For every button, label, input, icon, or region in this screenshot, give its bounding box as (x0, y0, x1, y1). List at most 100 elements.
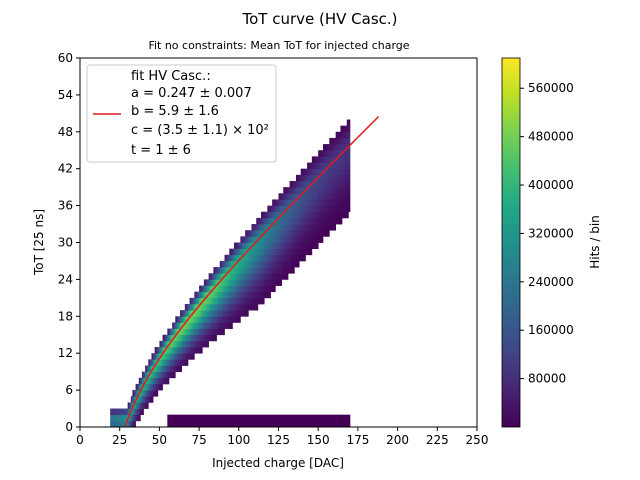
heatmap-cell (338, 217, 341, 225)
heatmap-cell (324, 211, 327, 219)
heatmap-cell (246, 230, 249, 237)
x-tick-label: 225 (426, 433, 449, 447)
heatmap-cell (246, 310, 249, 317)
heatmap-cell (234, 267, 236, 274)
heatmap-cell (224, 285, 227, 293)
heatmap-cell (294, 217, 297, 225)
heatmap-cell (183, 347, 186, 354)
heatmap-cell (265, 260, 268, 268)
heatmap-cell (165, 377, 168, 385)
heatmap-cell (157, 353, 160, 360)
heatmap-cell (330, 162, 333, 170)
heatmap-cell (195, 328, 198, 336)
heatmap-cell (307, 414, 310, 422)
heatmap-cell (322, 162, 325, 170)
heatmap-cell (248, 420, 251, 427)
heatmap-cell (340, 162, 343, 170)
heatmap-cell (319, 193, 322, 200)
heatmap-cell (218, 291, 221, 299)
heatmap-cell (294, 260, 297, 268)
heatmap-cell (127, 402, 130, 409)
heatmap-cell (200, 316, 203, 323)
heatmap-cell (289, 224, 292, 231)
heatmap-cell (273, 242, 276, 249)
heatmap-cell (329, 217, 332, 225)
heatmap-cell (238, 267, 241, 274)
heatmap-cell (222, 316, 225, 323)
heatmap-cell (249, 279, 252, 286)
heatmap-cell (207, 322, 209, 329)
heatmap-cell (265, 273, 268, 280)
heatmap-cell (284, 224, 287, 231)
heatmap-cell (272, 242, 275, 249)
heatmap-cell (162, 334, 165, 342)
heatmap-cell (303, 205, 306, 213)
heatmap-cell (148, 396, 151, 403)
heatmap-cell (187, 322, 190, 329)
chart-title: ToT curve (HV Casc.) (241, 10, 397, 28)
heatmap-cell (229, 316, 232, 323)
heatmap-cell (313, 217, 316, 225)
heatmap-cell (337, 205, 340, 213)
heatmap-cell (194, 334, 197, 342)
heatmap-cell (348, 119, 351, 126)
heatmap-cell (303, 211, 306, 219)
heatmap-cell (262, 267, 265, 274)
heatmap-cell (295, 224, 298, 231)
heatmap-cell (111, 414, 114, 422)
heatmap-cell (300, 205, 303, 213)
heatmap-cell (230, 304, 233, 311)
heatmap-cell (191, 322, 194, 329)
heatmap-cell (305, 168, 308, 176)
heatmap-cell (178, 322, 181, 329)
heatmap-cell (261, 267, 263, 274)
heatmap-cell (337, 211, 340, 219)
heatmap-cell (230, 248, 233, 256)
heatmap-cell (143, 390, 146, 397)
heatmap-cell (261, 248, 263, 256)
heatmap-cell (178, 347, 181, 354)
heatmap-cell (348, 205, 351, 213)
heatmap-cell (280, 273, 283, 280)
heatmap-cell (348, 162, 351, 170)
heatmap-cell (315, 168, 317, 176)
heatmap-cell (157, 371, 160, 379)
heatmap-cell (238, 310, 241, 317)
heatmap-cell (189, 353, 192, 360)
heatmap-cell (286, 273, 289, 280)
heatmap-cell (230, 414, 233, 422)
heatmap-cell (300, 420, 303, 427)
heatmap-cell (334, 414, 337, 422)
heatmap-cell (297, 420, 300, 427)
heatmap-cell (321, 168, 324, 176)
heatmap-cell (191, 414, 194, 422)
heatmap-cell (310, 199, 313, 206)
heatmap-cell (254, 260, 257, 268)
heatmap-cell (238, 260, 241, 268)
heatmap-cell (288, 205, 290, 213)
heatmap-cell (284, 187, 287, 194)
heatmap-cell (295, 181, 298, 188)
heatmap-cell (345, 137, 348, 145)
heatmap-cell (176, 365, 179, 372)
heatmap-cell (272, 224, 275, 231)
heatmap-cell (343, 150, 346, 157)
heatmap-cell (316, 187, 319, 194)
colorbar-tick-label: 480000 (528, 130, 574, 144)
heatmap-cell (261, 254, 263, 262)
heatmap-cell (283, 236, 286, 243)
heatmap-cell (184, 353, 187, 360)
heatmap-cell (343, 156, 346, 163)
heatmap-cell (342, 144, 344, 151)
heatmap-cell (340, 199, 343, 206)
heatmap-cell (122, 408, 125, 416)
heatmap-cell (273, 254, 276, 262)
heatmap-cell (256, 304, 259, 311)
heatmap-cell (259, 224, 262, 231)
heatmap-cell (342, 168, 344, 176)
heatmap-cell (224, 260, 227, 268)
heatmap-cell (186, 304, 189, 311)
heatmap-cell (202, 322, 205, 329)
heatmap-cell (267, 260, 270, 268)
heatmap-cell (224, 304, 227, 311)
